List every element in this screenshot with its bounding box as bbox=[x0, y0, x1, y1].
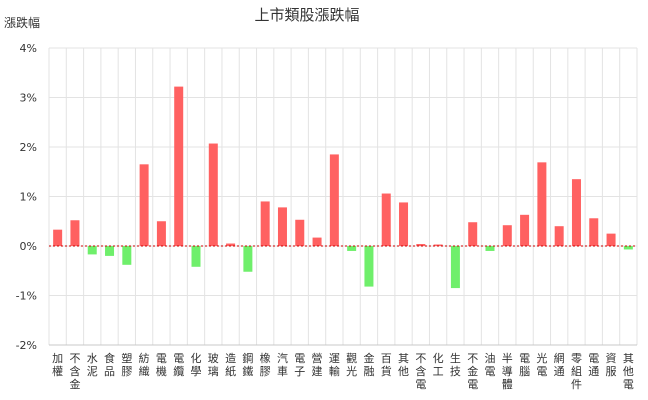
bar-橡膠[interactable] bbox=[260, 201, 270, 246]
bar-鋼鐵[interactable] bbox=[243, 246, 253, 272]
x-tick-label: 電機 bbox=[156, 352, 167, 378]
bar-電腦[interactable] bbox=[520, 214, 530, 246]
bar-加權[interactable] bbox=[53, 229, 63, 246]
x-tick-label: 玻璃 bbox=[208, 352, 219, 378]
x-tick-label: 半導體 bbox=[502, 351, 513, 391]
bar-網通[interactable] bbox=[554, 226, 564, 246]
y-tick-label: -1% bbox=[16, 290, 37, 303]
x-tick-label: 電子 bbox=[294, 352, 305, 378]
x-tick-label: 電通 bbox=[588, 352, 599, 378]
bar-半導體[interactable] bbox=[502, 225, 512, 246]
x-tick-label: 光電 bbox=[536, 351, 547, 378]
bar-營建[interactable] bbox=[312, 237, 322, 246]
y-tick-label: 3% bbox=[20, 92, 37, 105]
x-tick-label: 塑膠 bbox=[121, 351, 132, 378]
x-tick-label: 不含金 bbox=[69, 352, 80, 391]
bar-電子[interactable] bbox=[295, 219, 305, 246]
y-axis-label: 漲跌幅 bbox=[4, 15, 40, 30]
bar-水泥[interactable] bbox=[87, 246, 97, 255]
x-tick-label: 營建 bbox=[312, 352, 323, 378]
x-tick-label: 運輸 bbox=[329, 352, 340, 378]
y-tick-label: 1% bbox=[20, 191, 37, 204]
x-tick-label: 零組件 bbox=[571, 352, 582, 391]
x-tick-label: 電纜 bbox=[173, 352, 184, 378]
x-tick-label: 百貨 bbox=[381, 352, 392, 378]
x-tick-label: 油電 bbox=[485, 351, 496, 378]
bar-零組件[interactable] bbox=[571, 179, 581, 246]
x-tick-label: 網通 bbox=[554, 351, 565, 378]
x-tick-label: 不金電 bbox=[467, 352, 478, 391]
bar-金融[interactable] bbox=[364, 246, 374, 287]
bar-電通[interactable] bbox=[589, 218, 599, 246]
grid-lines bbox=[48, 47, 638, 346]
x-tick-label: 汽車 bbox=[277, 351, 288, 378]
bar-汽車[interactable] bbox=[277, 207, 287, 246]
bar-食品[interactable] bbox=[105, 246, 115, 256]
bar-資服[interactable] bbox=[606, 233, 616, 246]
x-tick-label: 食品 bbox=[104, 351, 115, 378]
x-tick-label: 鋼鐵 bbox=[242, 351, 253, 378]
x-tick-label: 水泥 bbox=[87, 352, 98, 378]
bar-化學[interactable] bbox=[191, 246, 201, 267]
bar-化工[interactable] bbox=[433, 244, 443, 246]
bar-造紙[interactable] bbox=[226, 243, 236, 246]
bar-觀光[interactable] bbox=[347, 246, 357, 251]
x-tick-label: 化學 bbox=[191, 351, 202, 378]
x-tick-label: 紡織 bbox=[139, 351, 150, 378]
x-tick-label: 其他電 bbox=[623, 352, 634, 391]
bar-運輸[interactable] bbox=[329, 154, 339, 246]
y-tick-label: -2% bbox=[16, 339, 37, 352]
x-tick-label: 加權 bbox=[52, 352, 63, 378]
bar-生技[interactable] bbox=[450, 246, 460, 289]
x-tick-label: 生技 bbox=[450, 351, 461, 378]
y-tick-label: 4% bbox=[20, 42, 37, 55]
bar-不金電[interactable] bbox=[468, 222, 478, 246]
bar-series bbox=[49, 86, 637, 289]
x-tick-label: 觀光 bbox=[346, 352, 357, 378]
x-tick-label: 資服 bbox=[606, 352, 617, 378]
x-tick-label: 不含電 bbox=[415, 352, 426, 391]
bar-不含電[interactable] bbox=[416, 244, 426, 246]
bar-紡織[interactable] bbox=[139, 164, 149, 246]
y-axis-ticks: -2% -1% 0% 1% 2% 3% 4% bbox=[16, 42, 37, 352]
x-tick-label: 化工 bbox=[433, 351, 444, 378]
x-tick-label: 造紙 bbox=[225, 351, 236, 378]
bar-電機[interactable] bbox=[156, 221, 166, 246]
bar-油電[interactable] bbox=[485, 246, 495, 251]
bar-百貨[interactable] bbox=[381, 193, 391, 246]
bar-塑膠[interactable] bbox=[122, 246, 132, 265]
x-tick-label: 橡膠 bbox=[260, 352, 271, 378]
bar-其他電[interactable] bbox=[623, 246, 633, 250]
bar-其他[interactable] bbox=[399, 202, 409, 246]
x-tick-label: 電腦 bbox=[519, 352, 530, 378]
y-tick-label: 2% bbox=[20, 141, 37, 154]
bar-玻璃[interactable] bbox=[208, 143, 218, 246]
y-tick-label: 0% bbox=[20, 240, 37, 253]
chart-title: 上市類股漲跌幅 bbox=[254, 6, 359, 24]
bar-不含金[interactable] bbox=[70, 220, 80, 246]
x-tick-label: 其他 bbox=[398, 352, 409, 378]
bar-光電[interactable] bbox=[537, 162, 547, 246]
bar-電纜[interactable] bbox=[174, 86, 184, 246]
x-tick-label: 金融 bbox=[363, 351, 374, 378]
x-axis-ticks: 加權不含金水泥食品塑膠紡織電機電纜化學玻璃造紙鋼鐵橡膠汽車電子營建運輸觀光金融百… bbox=[52, 351, 634, 391]
